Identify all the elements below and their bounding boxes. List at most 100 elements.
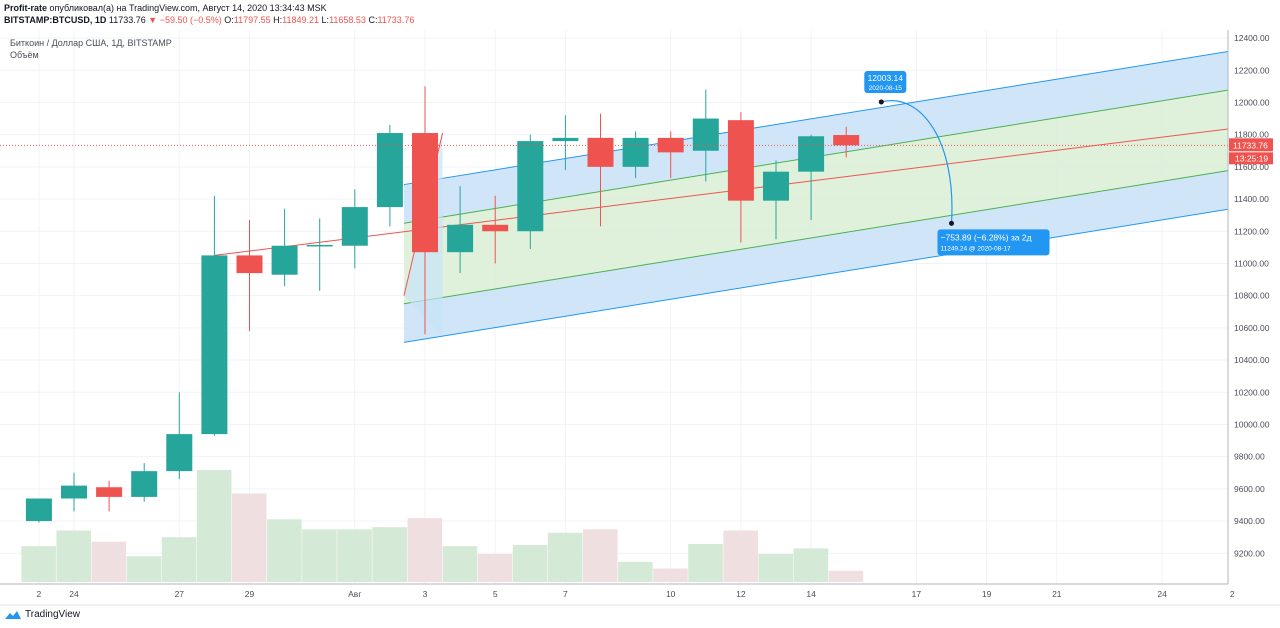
- price-tick-label: 9200.00: [1234, 548, 1265, 558]
- price-tick-label: 10600.00: [1234, 323, 1270, 333]
- volume-bar: [231, 493, 267, 582]
- volume-bar: [688, 543, 723, 582]
- open-value: 11797.55: [233, 15, 271, 25]
- candle-body-up: [798, 136, 825, 172]
- price-tick-label: 12400.00: [1234, 33, 1270, 43]
- countdown-tag-label: 13:25:19: [1235, 153, 1268, 163]
- volume-bar: [477, 554, 513, 582]
- last-price-tag-label: 11733.76: [1233, 140, 1268, 150]
- time-tick-label: 10: [666, 589, 676, 599]
- price-chart[interactable]: 12003.14 2020-08-15 −753.89 (−6.28%) за 2д…: [0, 30, 1280, 610]
- volume-bar: [161, 537, 197, 582]
- volume-bar: [337, 529, 372, 582]
- price-tick-label: 12000.00: [1234, 97, 1270, 107]
- candle-body-up: [622, 137, 649, 167]
- volume-bar: [653, 568, 688, 582]
- volume-bar: [618, 561, 653, 582]
- candle-body-up: [25, 498, 52, 522]
- time-tick-label: 17: [912, 589, 922, 599]
- volume-bar: [758, 554, 794, 582]
- channel-outer-lower-fill: [403, 170, 1228, 343]
- candle-body-up: [306, 244, 333, 247]
- price-tick-label: 10200.00: [1234, 387, 1270, 397]
- high-label: H:: [273, 15, 283, 25]
- time-tick-label: 3: [423, 589, 428, 599]
- channel-inner-fill: [403, 90, 1228, 304]
- series-legend[interactable]: Биткоин / Доллар США, 1Д, BITSTAMP: [10, 38, 172, 48]
- volume-bar: [302, 529, 337, 582]
- tradingview-logo-icon: [5, 610, 21, 619]
- open-label: O:: [224, 15, 234, 25]
- publication-header: Profit-rate опубликовал(а) на TradingVie…: [4, 3, 327, 13]
- candle-body-up: [201, 255, 228, 435]
- volume-bar: [21, 546, 56, 582]
- volume-bar: [442, 546, 478, 582]
- projection-arc: [881, 100, 953, 224]
- projection-start-dot: [878, 99, 884, 105]
- price-tick-label: 9600.00: [1234, 484, 1265, 494]
- price-tick-label: 10800.00: [1234, 291, 1270, 301]
- volume-bar: [793, 548, 829, 582]
- candle-body-down: [587, 137, 614, 167]
- candle-body-down: [96, 487, 123, 497]
- volume-bar: [582, 529, 618, 582]
- projection-change-text: −753.89 (−6.28%) за 2д: [941, 232, 1032, 242]
- price-tick-label: 11600.00: [1234, 162, 1269, 172]
- candle-body-down: [657, 137, 684, 153]
- time-tick-label: 12: [736, 589, 746, 599]
- projection-top-box: [864, 70, 907, 93]
- projection-end-dot: [949, 220, 954, 226]
- last-price: 11733.76: [108, 15, 146, 25]
- price-tick-label: 10000.00: [1234, 419, 1270, 429]
- high-value: 11849.21: [282, 15, 320, 25]
- candle-body-up: [763, 171, 789, 201]
- channel-inner-top-line: [403, 89, 1228, 224]
- price-tick-label: 9400.00: [1234, 516, 1265, 526]
- candle-body-down: [236, 255, 263, 274]
- time-tick-label: 19: [982, 589, 992, 599]
- candle-body-up: [517, 141, 544, 232]
- volume-bar: [512, 545, 548, 582]
- time-tick-label: 21: [1052, 589, 1062, 599]
- candle-body-down: [482, 224, 509, 232]
- time-tick-label: 24: [1157, 589, 1167, 599]
- candle-body-up: [552, 137, 579, 142]
- down-arrow-icon: ▼: [148, 15, 158, 25]
- volume-bar: [196, 470, 232, 582]
- channel-outer-top-line: [403, 51, 1228, 186]
- candle-body-up: [692, 118, 719, 151]
- projection-bottom-text: 11249.24 @ 2020-08-17: [941, 245, 1011, 252]
- projection-top-value: 12003.14: [868, 73, 904, 83]
- close-label: C:: [368, 15, 378, 25]
- low-value: 11658.53: [329, 15, 366, 25]
- price-tick-label: 11000.00: [1234, 258, 1269, 268]
- price-tick-label: 9800.00: [1234, 452, 1265, 462]
- volume-legend[interactable]: Объём: [10, 50, 39, 60]
- price-tick-label: 11800.00: [1234, 130, 1269, 140]
- volume-bar: [723, 530, 758, 582]
- candle-body-up: [341, 207, 368, 246]
- author-name[interactable]: Profit-rate: [4, 3, 48, 13]
- projection-bottom-box: [937, 229, 1050, 256]
- candle-body-up: [271, 245, 298, 275]
- chart-area[interactable]: 12003.14 2020-08-15 −753.89 (−6.28%) за 2д…: [0, 30, 1280, 610]
- last-price-tag: [1229, 138, 1273, 152]
- time-tick-label: 24: [69, 589, 79, 599]
- plot-group: 12003.14 2020-08-15 −753.89 (−6.28%) за 2д…: [0, 30, 1228, 584]
- time-tick-label: Авг: [348, 589, 361, 599]
- time-tick-label: 5: [493, 589, 498, 599]
- ohlc-header: BITSTAMP:BTCUSD, 1D 11733.76 ▼ −59.50 (−…: [4, 15, 414, 25]
- candle-body-up: [61, 485, 87, 499]
- volume-bar: [56, 530, 92, 582]
- projection-bottom-callout: −753.89 (−6.28%) за 2д 11249.24 @ 2020-08…: [937, 229, 1050, 256]
- projection-top-date: 2020-08-15: [869, 85, 903, 92]
- candle-body-down: [833, 135, 860, 146]
- time-tick-label: 14: [806, 589, 816, 599]
- candle-body-up: [447, 224, 474, 253]
- candle-body-up: [166, 434, 193, 472]
- candle-body-up: [131, 471, 158, 497]
- footer-brand[interactable]: TradingView: [4, 609, 80, 620]
- time-tick-label: 27: [175, 589, 185, 599]
- close-value: 11733.76: [377, 15, 415, 25]
- change-label: −59.50 (−0.5%): [159, 15, 222, 25]
